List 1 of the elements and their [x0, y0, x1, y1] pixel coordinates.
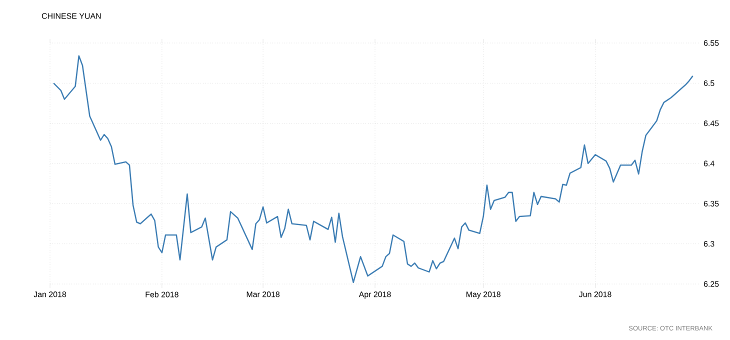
line-series	[52, 55, 694, 284]
